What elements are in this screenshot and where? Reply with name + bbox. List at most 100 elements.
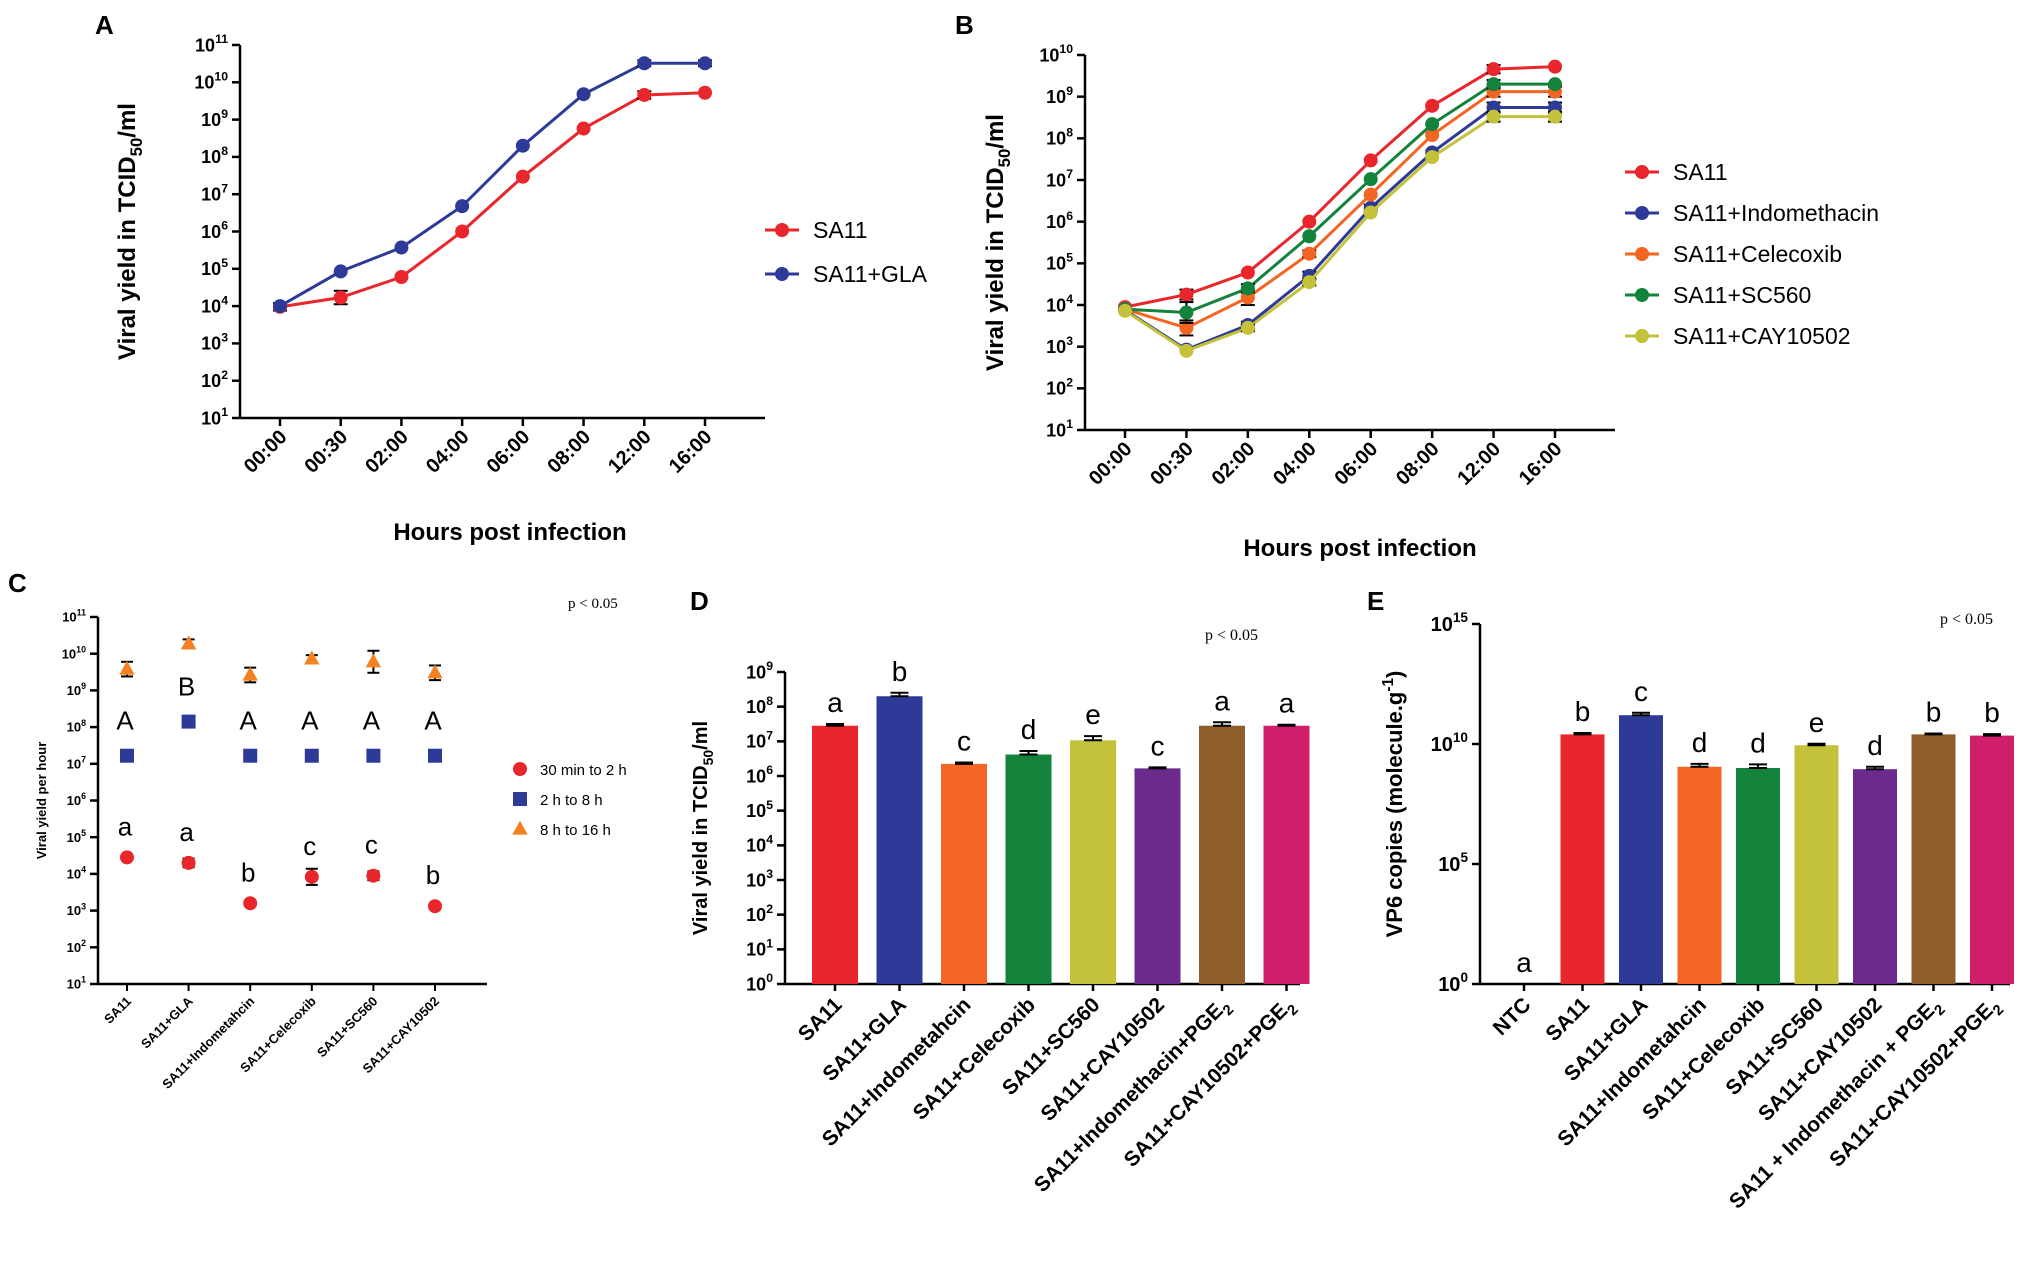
y-tick-label: 109 xyxy=(746,659,773,682)
series-30 min to 2 h: a a b c c b xyxy=(118,811,442,914)
legend-marker xyxy=(1635,165,1649,179)
bar xyxy=(1911,734,1956,984)
bar-group: a xyxy=(1263,688,1310,984)
y-tick-label: 101 xyxy=(1046,417,1073,440)
data-point xyxy=(1425,128,1440,142)
legend-label: SA11+Celecoxib xyxy=(1673,241,1842,267)
bar xyxy=(1619,715,1663,984)
significance-letter: A xyxy=(424,706,442,736)
data-point xyxy=(1425,150,1440,165)
y-tick-label: 1010 xyxy=(62,644,86,661)
panel-E: E 100 105 1010 1015 VP6 copies (molecule.g-1)… xyxy=(1367,586,2014,1213)
data-point xyxy=(428,899,442,914)
significance-letter: A xyxy=(301,706,319,736)
data-point xyxy=(576,121,591,136)
data-point xyxy=(365,653,382,668)
data-point xyxy=(333,290,348,305)
significance-letter: b xyxy=(1926,696,1942,727)
legend-label: SA11+SC560 xyxy=(1673,282,1811,308)
x-tick-label: 02:00 xyxy=(361,426,413,478)
y-tick-label: 103 xyxy=(1046,334,1073,357)
bar-group: b xyxy=(1560,696,1605,984)
significance-letter: B xyxy=(178,672,195,702)
panel-label: C xyxy=(8,568,27,598)
y-tick-label: 105 xyxy=(746,798,773,821)
y-axis-title: VP6 copies (molecule.g-1) xyxy=(1380,671,1407,938)
significance-letter: a xyxy=(179,817,194,847)
data-point xyxy=(1302,214,1317,229)
data-point xyxy=(181,855,196,870)
y-axis-title: Viral yield in TCID50/ml xyxy=(982,114,1014,371)
y-tick-label: 104 xyxy=(746,833,773,856)
y-tick-label: 104 xyxy=(201,293,228,316)
data-point xyxy=(1179,305,1194,320)
panel-label: D xyxy=(690,586,709,616)
bar-group: d xyxy=(1005,714,1052,984)
bar xyxy=(1134,768,1181,984)
data-point xyxy=(394,240,409,255)
x-tick-label: SA11+SC560 xyxy=(314,994,381,1061)
significance-letter: c xyxy=(1634,676,1648,707)
x-tick-label: 00:30 xyxy=(301,426,353,478)
series-line xyxy=(1124,115,1555,353)
legend-label: SA11 xyxy=(1673,159,1728,185)
x-tick-label: SA11+GLA xyxy=(138,993,196,1051)
data-point xyxy=(1179,287,1194,302)
y-tick-label: 105 xyxy=(1438,850,1468,876)
bar xyxy=(1736,768,1780,984)
x-tick-label: 08:00 xyxy=(1392,438,1444,490)
x-axis-title: Hours post infection xyxy=(1243,535,1476,562)
data-point xyxy=(304,748,319,763)
y-tick-label: 102 xyxy=(1046,376,1073,399)
data-point xyxy=(1179,343,1194,358)
y-tick-label: 108 xyxy=(201,144,228,167)
x-tick-label: 16:00 xyxy=(665,426,717,478)
significance-letter: c xyxy=(957,725,971,756)
data-point xyxy=(1425,117,1440,132)
data-point xyxy=(1240,320,1255,335)
y-axis-title: Viral yield in TCID50/ml xyxy=(690,721,716,935)
panel-label: E xyxy=(1367,586,1384,616)
bar xyxy=(1560,734,1605,984)
x-tick-label: SA11 xyxy=(794,993,847,1046)
data-point xyxy=(1425,98,1440,113)
x-tick-label: 00:00 xyxy=(240,426,292,478)
bar-group: c xyxy=(1134,730,1181,984)
panel-A: A 101 102 103 104 105 106 107 108 109 1010 1011 00:0… xyxy=(95,10,928,546)
data-point xyxy=(304,869,319,884)
legend-marker xyxy=(512,820,528,835)
y-tick-label: 107 xyxy=(201,181,228,204)
y-tick-label: 1011 xyxy=(195,32,228,55)
x-tick-label: 06:00 xyxy=(483,426,535,478)
data-point xyxy=(243,896,258,911)
series-SA11+GLA xyxy=(273,56,712,314)
bar xyxy=(1853,769,1897,984)
data-point xyxy=(181,714,196,729)
significance-letter: d xyxy=(1867,730,1883,761)
significance-letter: A xyxy=(240,706,258,736)
legend-label: SA11+GLA xyxy=(813,261,928,287)
data-point xyxy=(1240,281,1255,296)
significance-letter: a xyxy=(827,687,843,718)
y-tick-label: 102 xyxy=(201,368,228,391)
y-tick-label: 107 xyxy=(746,729,773,752)
data-point xyxy=(366,748,381,763)
data-point xyxy=(1486,109,1501,124)
significance-letter: A xyxy=(116,706,134,736)
bar-group: d xyxy=(1736,727,1780,984)
series-line xyxy=(279,61,705,308)
significance-letter: d xyxy=(1692,727,1708,758)
y-tick-label: 1010 xyxy=(1039,42,1073,65)
data-point xyxy=(455,224,470,239)
legend-label: 8 h to 16 h xyxy=(540,822,611,839)
y-tick-label: 106 xyxy=(1046,209,1073,232)
data-point xyxy=(515,138,530,153)
significance-letter: a xyxy=(1279,688,1295,719)
data-point xyxy=(1548,109,1562,124)
data-point xyxy=(637,56,652,71)
data-point xyxy=(273,299,287,314)
significance-letter: e xyxy=(1809,707,1825,738)
y-tick-label: 101 xyxy=(67,975,86,992)
legend-marker xyxy=(1635,247,1649,261)
